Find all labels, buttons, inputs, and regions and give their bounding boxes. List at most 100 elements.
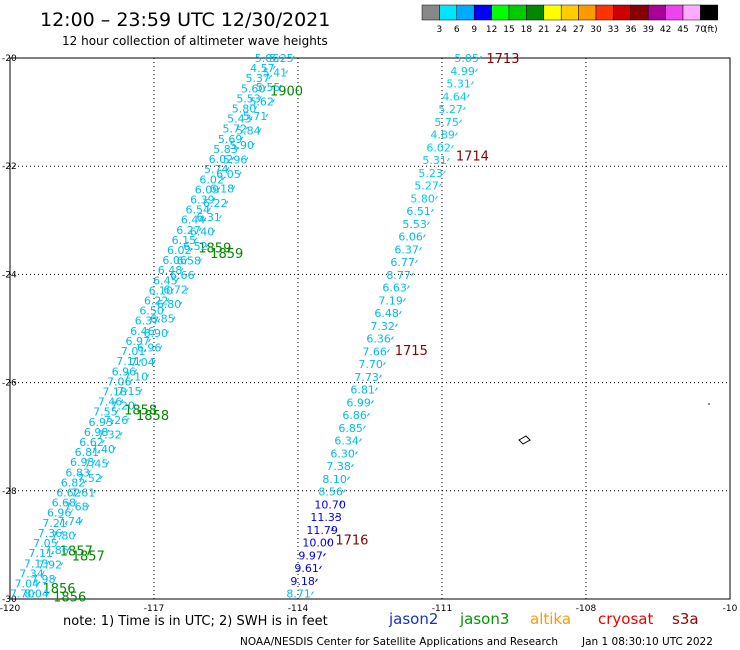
swh-tick bbox=[374, 387, 378, 391]
swh-value: 6.72 bbox=[163, 284, 188, 297]
swh-value: 7.68 bbox=[64, 501, 89, 514]
scale-swatch bbox=[439, 4, 458, 21]
swh-tick bbox=[179, 301, 183, 306]
swh-value: 5.06 bbox=[255, 52, 279, 65]
swh-value: 5.75 bbox=[434, 116, 459, 129]
swh-tick bbox=[185, 287, 189, 291]
swh-tick bbox=[422, 234, 426, 238]
swh-tick bbox=[212, 229, 216, 233]
swh-tick bbox=[466, 93, 470, 98]
swh-value: 7.05 bbox=[33, 537, 58, 550]
time-label: 1856 bbox=[42, 582, 75, 597]
swh-value: 7.19 bbox=[378, 294, 403, 307]
swh-tick bbox=[265, 113, 269, 118]
time-label: 1858 bbox=[136, 409, 169, 424]
swh-tick bbox=[238, 171, 242, 176]
swh-tick bbox=[430, 208, 434, 213]
swh-value: 6.37 bbox=[135, 315, 160, 328]
time-label: 1859 bbox=[198, 241, 231, 256]
swh-value: 5.23 bbox=[418, 167, 443, 180]
swh-tick bbox=[66, 547, 70, 552]
swh-tick bbox=[119, 432, 123, 436]
swh-value: 6.96 bbox=[112, 365, 137, 378]
swh-tick bbox=[115, 409, 119, 413]
swh-value: 7.11 bbox=[116, 355, 141, 368]
swh-value: 7.20 bbox=[110, 399, 135, 412]
lat-tick-label: -24 bbox=[2, 270, 17, 280]
swh-tick bbox=[139, 388, 143, 393]
graticule bbox=[10, 58, 730, 599]
swh-value: 6.83 bbox=[65, 466, 90, 479]
swh-value: 5.83 bbox=[213, 143, 238, 156]
scale-swatch bbox=[613, 4, 632, 21]
swh-tick bbox=[93, 489, 97, 494]
swh-value: 7.26 bbox=[104, 414, 128, 427]
swh-tick bbox=[366, 412, 370, 417]
time-label: 1715 bbox=[395, 344, 428, 359]
swh-tick bbox=[410, 272, 414, 277]
swh-tick bbox=[358, 438, 362, 442]
swh-tick bbox=[166, 298, 170, 302]
swh-tick bbox=[390, 336, 394, 340]
swh-value: 6.96 bbox=[47, 507, 72, 520]
swh-tick bbox=[132, 403, 136, 407]
lon-tick-label: -117 bbox=[144, 604, 164, 614]
satellite-legend: jason2 jason3 altika cryosat s3a bbox=[388, 610, 699, 628]
swh-tick bbox=[74, 500, 77, 504]
swh-value: 7.70 bbox=[10, 588, 35, 601]
swh-value: 7.04 bbox=[130, 356, 155, 369]
swh-value: 4.89 bbox=[430, 129, 455, 142]
swh-tick bbox=[205, 243, 209, 248]
swh-value: 6.68 bbox=[52, 497, 76, 510]
swh-tick bbox=[252, 142, 255, 147]
scale-swatch bbox=[491, 4, 510, 21]
swh-value: 6.02 bbox=[426, 141, 451, 154]
swh-value: 6.15 bbox=[172, 234, 197, 247]
swh-value: 6.40 bbox=[190, 226, 215, 239]
swh-tick bbox=[192, 272, 196, 277]
swh-tick bbox=[232, 186, 236, 190]
swh-tick bbox=[78, 490, 82, 494]
swh-value: 7.36 bbox=[38, 527, 63, 540]
swh-value: 6.54 bbox=[186, 204, 211, 217]
swh-value: 6.77 bbox=[390, 256, 415, 269]
swh-value: 5.05 bbox=[454, 52, 479, 65]
swh-value: 5.74 bbox=[204, 163, 229, 176]
lat-tick-label: -20 bbox=[2, 54, 17, 64]
swh-tick bbox=[124, 389, 128, 393]
swh-tick bbox=[434, 195, 438, 200]
scale-swatch bbox=[508, 4, 527, 21]
lat-tick-label: -30 bbox=[2, 595, 17, 605]
swh-value: 6.48 bbox=[158, 264, 183, 277]
swh-value: 5.62 bbox=[249, 95, 274, 108]
scale-label: 33 bbox=[608, 25, 619, 35]
time-label: 1858 bbox=[124, 404, 157, 419]
swh-value: 7.21 bbox=[42, 517, 67, 530]
islet-dot bbox=[708, 403, 710, 405]
swh-tick bbox=[346, 476, 350, 481]
swh-value: 7.61 bbox=[71, 486, 96, 499]
swh-value: 6.22 bbox=[144, 295, 169, 308]
swh-value: 6.97 bbox=[125, 335, 150, 348]
swh-tick bbox=[394, 323, 398, 328]
swh-tick bbox=[426, 221, 430, 226]
swh-tick bbox=[203, 217, 207, 221]
scale-swatch bbox=[456, 4, 475, 21]
swh-tick bbox=[189, 247, 193, 252]
swh-value: 6.18 bbox=[210, 182, 235, 195]
swh-tick bbox=[106, 461, 110, 465]
scale-swatch bbox=[560, 4, 579, 21]
swh-value: 7.40 bbox=[91, 443, 116, 456]
swh-tick bbox=[277, 55, 281, 60]
scale-label: 9 bbox=[471, 25, 477, 35]
scale-label: 6 bbox=[454, 25, 460, 35]
swh-value: 7.80 bbox=[51, 530, 76, 543]
swh-tick bbox=[474, 68, 478, 73]
swh-value: 7.46 bbox=[98, 396, 123, 409]
swh-tick bbox=[37, 581, 41, 585]
swh-tick bbox=[88, 470, 91, 474]
swh-tick bbox=[152, 328, 156, 333]
island-shape bbox=[518, 403, 710, 445]
scale-swatch bbox=[543, 4, 562, 21]
scale-label: 39 bbox=[642, 25, 654, 35]
